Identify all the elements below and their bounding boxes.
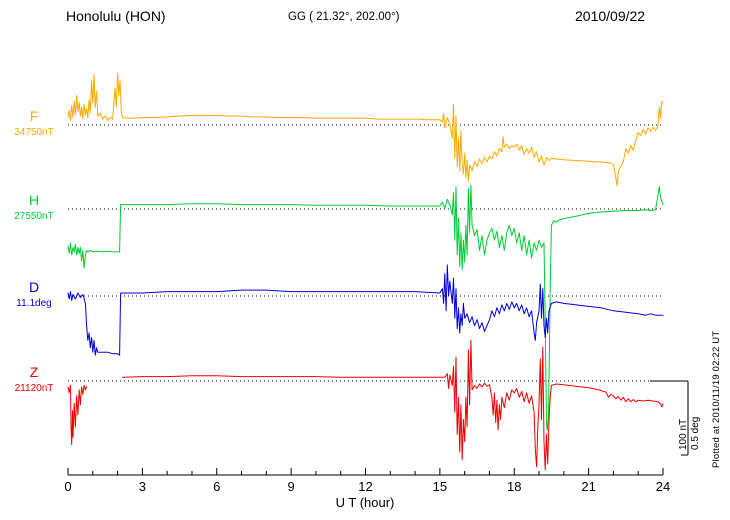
- f-baseline-value: 34750nT: [14, 127, 54, 138]
- svg-text:21: 21: [581, 479, 595, 494]
- z-baseline-value: 21120nT: [14, 383, 54, 394]
- scalebar-nt-label: 100 nT: [678, 418, 689, 450]
- svg-text:9: 9: [288, 479, 295, 494]
- f-letter: F: [29, 108, 39, 124]
- h-component-label: H 27550nT: [4, 192, 64, 223]
- svg-text:12: 12: [358, 479, 372, 494]
- svg-text:0: 0: [64, 479, 71, 494]
- svg-text:3: 3: [139, 479, 146, 494]
- z-letter: Z: [29, 364, 39, 380]
- z-component-label: Z 21120nT: [4, 364, 64, 395]
- plot-date: 2010/09/22: [575, 8, 646, 24]
- svg-text:6: 6: [213, 479, 220, 494]
- d-component-label: D 11.1deg: [4, 279, 64, 310]
- h-letter: H: [28, 192, 40, 208]
- plotted-at-note: Plotted at 2010/11/19 02:22 UT: [711, 330, 722, 468]
- station-title: Honolulu (HON): [66, 8, 166, 24]
- h-baseline-value: 27550nT: [14, 211, 54, 222]
- x-axis-label: U T (hour): [335, 495, 395, 510]
- d-letter: D: [28, 279, 40, 295]
- svg-text:15: 15: [433, 479, 447, 494]
- gg-coordinates: GG ( 21.32°, 202.00°): [288, 11, 400, 23]
- f-component-label: F 34750nT: [4, 108, 64, 139]
- scalebar-deg-label: 0.5 deg: [690, 416, 701, 450]
- d-baseline-value: 11.1deg: [16, 298, 52, 309]
- svg-text:24: 24: [656, 479, 670, 494]
- svg-text:18: 18: [507, 479, 521, 494]
